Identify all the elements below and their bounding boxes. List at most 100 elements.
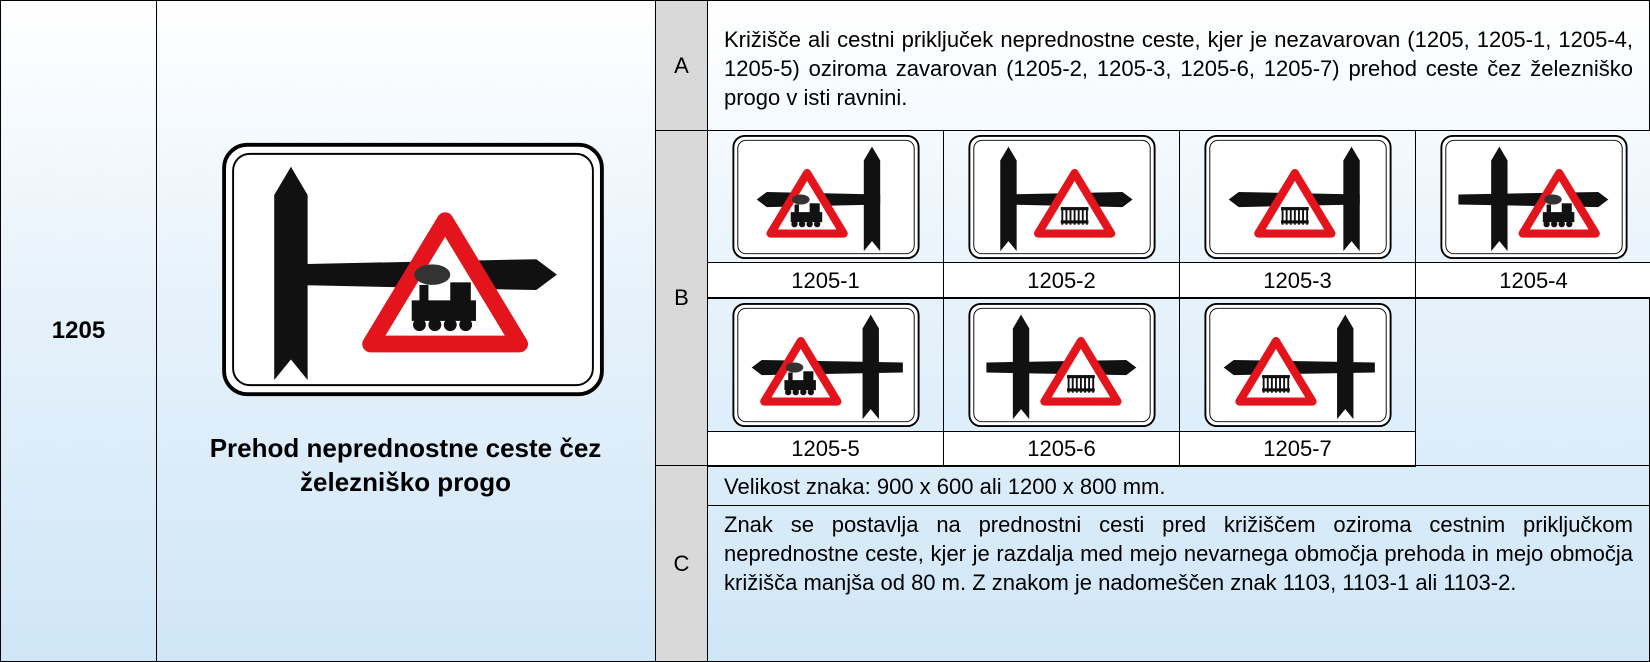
sign-inner — [972, 307, 1151, 423]
train-icon — [798, 220, 805, 228]
row-label: C — [655, 465, 708, 662]
barrier-icon — [1278, 375, 1281, 393]
sign-image — [1203, 134, 1392, 260]
barrier-icon — [1067, 375, 1070, 393]
sign-label: 1205-3 — [1179, 262, 1416, 299]
barrier-icon — [1270, 375, 1273, 393]
empty-cell — [1415, 297, 1650, 466]
train-icon — [419, 284, 429, 303]
sign-label: 1205-1 — [707, 262, 944, 299]
main-road — [274, 166, 308, 381]
warning-triangle — [765, 168, 848, 238]
barrier-icon — [1285, 207, 1288, 225]
train-icon — [1565, 220, 1572, 228]
sign-column: Prehod neprednostne ceste čez železniško… — [156, 0, 656, 662]
sign-image — [967, 134, 1156, 260]
barrier-icon — [1274, 375, 1277, 393]
code: 1205 — [0, 0, 157, 662]
train-icon — [784, 388, 791, 396]
warning-triangle — [759, 336, 841, 406]
sign-inner — [736, 307, 915, 423]
sign-cell — [1179, 130, 1416, 264]
barrier-icon — [1073, 207, 1076, 225]
train-icon — [792, 388, 799, 396]
sign-image — [731, 134, 920, 260]
sign-inner — [972, 139, 1151, 255]
side-road — [1457, 191, 1608, 208]
barrier-icon — [1297, 207, 1300, 225]
sign-cell — [707, 130, 944, 264]
warning-triangle — [1234, 336, 1317, 406]
barrier-icon — [1060, 207, 1063, 225]
sign-image — [1203, 302, 1392, 428]
sign-image — [967, 302, 1156, 428]
main-road — [862, 314, 879, 420]
train-icon — [783, 380, 816, 391]
main-road — [1342, 146, 1360, 252]
sign-inner — [736, 139, 915, 255]
train-icon — [799, 388, 806, 396]
sign-label: 1205-2 — [943, 262, 1180, 299]
sign-title: Prehod neprednostne ceste čez železniško… — [209, 433, 602, 497]
sign-label: 1205-4 — [1415, 262, 1650, 299]
train-icon — [785, 362, 803, 373]
train-icon — [805, 220, 813, 228]
warning-triangle — [1253, 168, 1335, 238]
train-icon — [1543, 194, 1562, 205]
barrier-icon — [1281, 207, 1284, 225]
main-road — [863, 146, 880, 252]
main-road — [1336, 314, 1353, 420]
train-icon — [790, 212, 822, 223]
train-icon — [1546, 204, 1551, 214]
warning-triangle — [1039, 336, 1122, 406]
train-icon — [1561, 203, 1572, 214]
train-icon — [802, 371, 813, 382]
row-text: Velikost znaka: 900 x 600 ali 1200 x 800… — [707, 465, 1650, 506]
sign-cell — [1415, 130, 1650, 264]
barrier-icon — [1083, 375, 1086, 393]
barrier-icon — [1286, 375, 1289, 393]
train-icon — [1550, 220, 1557, 228]
train-icon — [459, 318, 473, 332]
sign-label: 1205-6 — [943, 431, 1180, 467]
sign-image — [222, 142, 604, 397]
sign-inner — [232, 152, 594, 387]
warning-triangle — [362, 212, 529, 353]
barrier-icon — [1305, 207, 1308, 225]
sign-cell — [943, 130, 1180, 264]
barrier-icon — [1301, 207, 1304, 225]
barrier-icon — [1085, 207, 1088, 225]
train-icon — [413, 318, 426, 332]
train-icon — [790, 220, 798, 228]
train-icon — [791, 194, 810, 205]
train-icon — [443, 318, 457, 332]
train-icon — [428, 318, 442, 332]
barrier-icon — [1262, 375, 1265, 393]
sign-cell — [707, 297, 944, 433]
sign-grid: 1205-1 1205-2 1205-3 1205-4 1205-5 1205-6 1205… — [707, 130, 1650, 467]
barrier-icon — [1071, 375, 1074, 393]
train-icon — [1542, 212, 1574, 223]
row-label: A — [655, 0, 708, 131]
train-icon — [809, 203, 820, 214]
warning-triangle — [1518, 168, 1600, 238]
sign-inner — [1444, 139, 1623, 255]
side-road — [751, 359, 903, 376]
train-icon — [807, 388, 814, 396]
main-road — [1490, 146, 1508, 252]
train-icon — [787, 372, 793, 382]
barrier-icon — [1079, 375, 1082, 393]
train-icon — [794, 204, 799, 214]
row-label: B — [655, 130, 708, 466]
barrier-icon — [1289, 207, 1292, 225]
barrier-icon — [1081, 207, 1084, 225]
train-icon — [414, 264, 451, 285]
sign-cell — [1179, 297, 1416, 433]
barrier-icon — [1266, 375, 1269, 393]
sign-cell — [943, 297, 1180, 433]
sign-inner — [1208, 307, 1387, 423]
barrier-icon — [1064, 207, 1067, 225]
train-icon — [411, 300, 476, 321]
main-road — [999, 146, 1017, 252]
